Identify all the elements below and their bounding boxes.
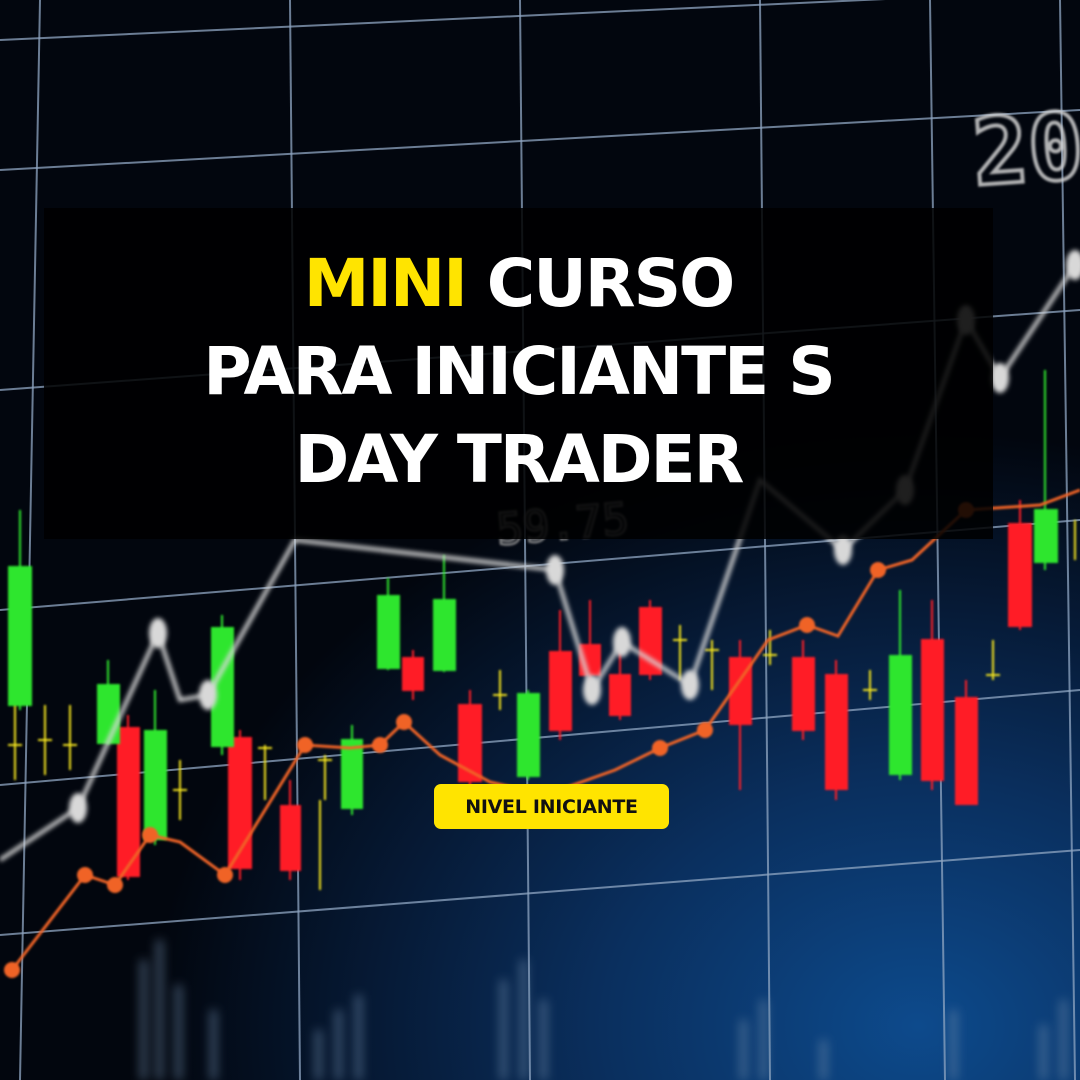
red-candles: [117, 500, 1032, 880]
level-badge: NIVEL INICIANTE: [434, 784, 669, 829]
title-highlight: MINI: [303, 245, 468, 322]
yellow-candles: [8, 520, 1076, 890]
title-line-1-rest: CURSO: [465, 245, 736, 322]
title-line-1: MINI CURSO: [44, 240, 993, 328]
title-line-2: PARA INICIANTE S: [203, 333, 836, 410]
title-backdrop: [44, 208, 993, 539]
green-candles: [8, 370, 1058, 845]
orange-average-line: [10, 488, 1080, 971]
volume-bars: [140, 940, 1067, 1080]
title-line-3: DAY TRADER: [294, 421, 745, 498]
course-title: MINI CURSO PARA INICIANTE S DAY TRADER: [44, 240, 993, 504]
orange-line-points: [4, 502, 974, 978]
bg-number-top-right: 20: [969, 92, 1080, 206]
